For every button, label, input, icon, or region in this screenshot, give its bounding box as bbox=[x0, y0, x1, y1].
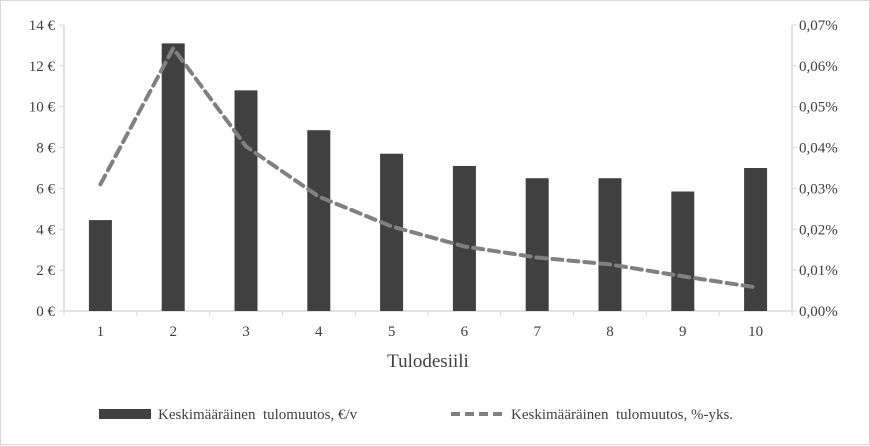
x-tick-label: 6 bbox=[461, 324, 469, 340]
bar bbox=[307, 130, 330, 311]
right-tick-label: 0,00% bbox=[799, 304, 838, 320]
x-tick-label: 8 bbox=[606, 324, 614, 340]
bar bbox=[162, 43, 185, 311]
right-tick-label: 0,03% bbox=[799, 181, 838, 197]
legend-line-label: Keskimääräinen tulomuutos, %-yks. bbox=[511, 407, 733, 423]
bar bbox=[599, 178, 622, 311]
bar bbox=[380, 154, 403, 311]
left-tick-label: 6 € bbox=[36, 181, 55, 197]
right-tick-label: 0,05% bbox=[799, 100, 838, 116]
line-series bbox=[100, 48, 755, 287]
x-tick-label: 10 bbox=[748, 324, 763, 340]
bar bbox=[744, 168, 767, 311]
legend: Keskimääräinen tulomuutos, €/v Keskimäär… bbox=[99, 407, 733, 423]
x-tick-label: 9 bbox=[679, 324, 687, 340]
left-tick-label: 0 € bbox=[36, 304, 55, 320]
x-axis-label: Tulodesiili bbox=[387, 351, 469, 372]
x-tick-label: 1 bbox=[97, 324, 105, 340]
bar bbox=[671, 191, 694, 311]
left-tick-label: 10 € bbox=[29, 100, 56, 116]
right-tick-label: 0,07% bbox=[799, 18, 838, 34]
left-tick-label: 12 € bbox=[29, 59, 56, 75]
x-tick-label: 2 bbox=[169, 324, 177, 340]
x-tick-label: 3 bbox=[242, 324, 250, 340]
bar bbox=[235, 90, 258, 311]
bar bbox=[526, 178, 549, 311]
left-tick-label: 8 € bbox=[36, 141, 55, 157]
x-tick-label: 5 bbox=[388, 324, 396, 340]
left-tick-label: 2 € bbox=[36, 263, 55, 279]
legend-bar-label: Keskimääräinen tulomuutos, €/v bbox=[158, 407, 358, 423]
x-tick-label: 4 bbox=[315, 324, 323, 340]
right-tick-label: 0,01% bbox=[799, 263, 838, 279]
left-tick-label: 4 € bbox=[36, 222, 55, 238]
x-tick-label: 7 bbox=[533, 324, 541, 340]
left-tick-label: 14 € bbox=[29, 18, 56, 34]
right-tick-label: 0,02% bbox=[799, 222, 838, 238]
bar bbox=[89, 220, 112, 311]
bar bbox=[453, 166, 476, 311]
right-tick-label: 0,04% bbox=[799, 141, 838, 157]
right-tick-label: 0,06% bbox=[799, 59, 838, 75]
legend-bar-swatch bbox=[99, 409, 151, 419]
